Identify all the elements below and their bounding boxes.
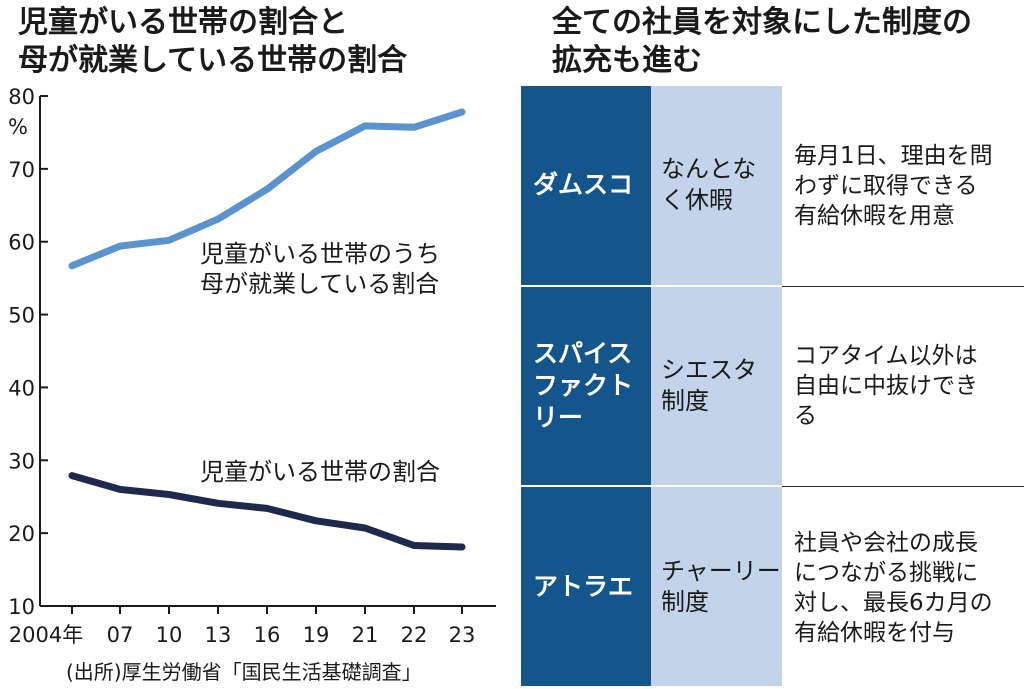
y-axis-unit: %	[8, 115, 28, 139]
company-cell: アトラエ	[521, 487, 651, 688]
x-tick-label: 19	[303, 623, 330, 647]
series-label-households-with-children: 児童がいる世帯の割合	[200, 458, 440, 486]
series-label-mother-working: 児童がいる世帯のうち母が就業している割合	[200, 240, 440, 298]
x-tick-label: 22	[401, 623, 428, 647]
y-tick-label: 60	[8, 231, 35, 255]
policy-table: ダムスコ なんとな く休暇 毎月1日、理由を問 わずに取得できる 有給休暇を用意…	[521, 86, 1024, 688]
policy-cell: なんとな く休暇	[651, 86, 782, 287]
x-tick-label: 21	[352, 623, 379, 647]
y-tick-label: 50	[8, 304, 35, 328]
description-cell: 毎月1日、理由を問 わずに取得できる 有給休暇を用意	[782, 86, 1024, 287]
chart-title: 児童がいる世帯の割合と 母が就業している世帯の割合	[18, 5, 408, 78]
company-name: スパイス ファクト リー	[533, 338, 634, 432]
series-line-mother-working	[68, 108, 466, 270]
policy-name: なんとな く休暇	[661, 155, 757, 215]
x-tick-label: 07	[107, 623, 134, 647]
company-name: ダムスコ	[533, 170, 634, 200]
source-note: (出所)厚生労働省「国民生活基礎調査」	[66, 660, 422, 684]
y-tick-label: 80	[8, 85, 35, 109]
y-axis-ticks: 10 20 30 40 50 60 70 80	[8, 85, 48, 619]
policy-cell: シエスタ 制度	[651, 286, 782, 488]
policy-name: シエスタ 制度	[661, 355, 757, 415]
policy-description: コアタイム以外は 自由に中抜けでき る	[794, 343, 978, 430]
policy-description: 毎月1日、理由を問 わずに取得できる 有給休暇を用意	[794, 142, 993, 229]
policy-description: 社員や会社の成長 につながる挑戦に 対し、最長6カ月の 有給休暇を付与	[794, 529, 993, 646]
y-tick-label: 10	[8, 595, 35, 619]
x-tick-label: 2004年	[9, 623, 83, 647]
y-tick-label: 70	[8, 158, 35, 182]
x-tick-label: 13	[205, 623, 232, 647]
line-chart: 10 20 30 40 50 60 70 80 2004年 07 10 13 16 19 21 22 23 %…	[8, 85, 496, 647]
description-cell: 社員や会社の成長 につながる挑戦に 対し、最長6カ月の 有給休暇を付与	[782, 487, 1024, 688]
table-title: 全ての社員を対象にした制度の 拡充も進む	[552, 5, 972, 78]
x-tick-label: 23	[449, 623, 476, 647]
y-tick-label: 30	[8, 449, 35, 473]
x-tick-label: 16	[254, 623, 281, 647]
y-tick-label: 40	[8, 376, 35, 400]
series-lines	[68, 108, 466, 551]
y-tick-label: 20	[8, 522, 35, 546]
description-cell: コアタイム以外は 自由に中抜けでき る	[782, 286, 1024, 488]
policy-name: チャーリー 制度	[661, 556, 781, 616]
x-tick-label: 10	[156, 623, 183, 647]
company-name: アトラエ	[533, 571, 634, 601]
policy-cell: チャーリー 制度	[651, 487, 782, 688]
company-cell: スパイス ファクト リー	[521, 286, 651, 488]
series-line-households-with-children	[68, 472, 466, 551]
company-cell: ダムスコ	[521, 86, 651, 287]
x-axis-ticks: 2004年 07 10 13 16 19 21 22 23	[9, 606, 476, 647]
